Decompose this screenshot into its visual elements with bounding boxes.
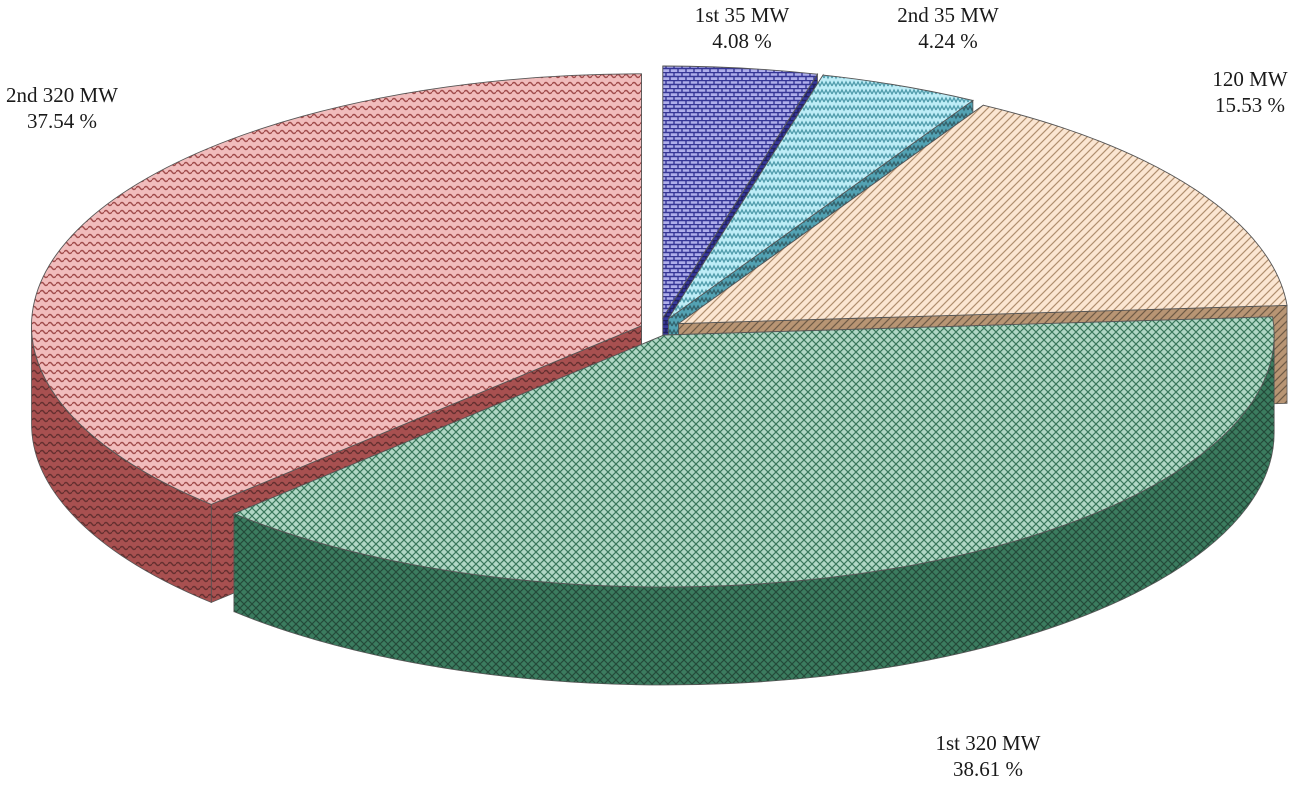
slice-label: 2nd 35 MW 4.24 % bbox=[897, 3, 999, 53]
slice-label: 1st 320 MW 38.61 % bbox=[936, 731, 1041, 781]
slice-label-name: 2nd 35 MW bbox=[897, 3, 999, 27]
pie-tops bbox=[31, 65, 1288, 588]
slice-label-value: 4.24 % bbox=[918, 29, 978, 53]
slice-label: 2nd 320 MW 37.54 % bbox=[6, 83, 118, 133]
slice-label-name: 1st 320 MW bbox=[936, 731, 1041, 755]
slice-label-value: 38.61 % bbox=[953, 757, 1023, 781]
pie-labels: 1st 35 MW 4.08 % 2nd 35 MW 4.24 % 120 MW 15.5… bbox=[6, 3, 1288, 781]
slice-label-name: 2nd 320 MW bbox=[6, 83, 118, 107]
slice-label-value: 15.53 % bbox=[1215, 93, 1285, 117]
slice-label-value: 37.54 % bbox=[27, 109, 97, 133]
pie-slice-120-mw bbox=[677, 104, 1288, 325]
slice-label-value: 4.08 % bbox=[712, 29, 772, 53]
slice-label-name: 1st 35 MW bbox=[695, 3, 790, 27]
pie-slice-2nd-320-mw bbox=[31, 73, 642, 505]
slice-label: 120 MW 15.53 % bbox=[1212, 67, 1287, 117]
slice-label: 1st 35 MW 4.08 % bbox=[695, 3, 790, 53]
pie-slice-1st-35-mw bbox=[662, 65, 819, 320]
pie-slice-1st-320-mw bbox=[232, 316, 1275, 588]
slice-label-name: 120 MW bbox=[1212, 67, 1287, 91]
pie-slice-2nd-35-mw bbox=[667, 74, 974, 320]
